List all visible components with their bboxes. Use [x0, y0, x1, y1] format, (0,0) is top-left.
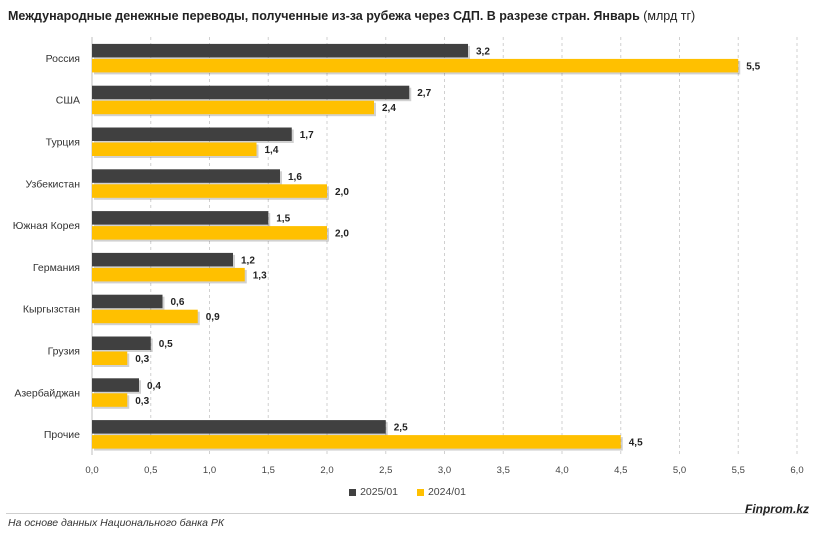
chart-title: Международные денежные переводы, получен…	[8, 9, 695, 23]
bar-2025	[92, 378, 139, 392]
data-label: 2,0	[335, 229, 349, 240]
x-tick-label: 0,0	[85, 465, 98, 476]
data-label: 0,6	[171, 297, 185, 308]
data-label: 4,5	[629, 438, 643, 449]
bar-2025	[92, 252, 233, 267]
data-label: 1,5	[276, 214, 290, 225]
x-tick-label: 4,5	[614, 465, 627, 476]
category-label: Россия	[46, 53, 80, 65]
data-label: 0,9	[206, 312, 220, 323]
bar-2024	[92, 100, 374, 115]
bars-group: 3,2 5,5 2,7 2,4 1,7 1,4 1,6 2,0 1,5 2,0 1,2 1,3 0,6 0…	[92, 43, 761, 451]
legend-item-2025: 2025/01	[349, 486, 398, 498]
category-label: Грузия	[48, 346, 80, 358]
category-label: Узбекистан	[25, 178, 80, 190]
bar-2024	[92, 393, 128, 407]
data-label: 2,0	[335, 187, 349, 198]
category-label: Турция	[46, 137, 80, 149]
x-tick-label: 3,0	[438, 465, 451, 476]
data-label: 0,4	[147, 381, 161, 392]
x-axis: 0,0 0,5 1,0 1,5 2,0 2,5 3,0 3,5 4,0 4,5 5,0 5,5 6,0	[85, 465, 803, 476]
chart-title-unit: (млрд тг)	[643, 9, 696, 23]
x-tick-label: 1,5	[262, 465, 275, 476]
category-label: США	[56, 95, 80, 107]
category-label: Прочие	[44, 429, 80, 441]
bar-2025	[92, 294, 163, 309]
category-label: Южная Корея	[13, 220, 80, 232]
data-label: 0,3	[135, 396, 149, 407]
data-label: 1,6	[288, 172, 302, 183]
data-label: 1,7	[300, 130, 314, 141]
bar-2025	[92, 211, 269, 225]
bar-2025	[92, 169, 280, 183]
legend-swatch-2024	[416, 488, 424, 496]
x-tick-label: 2,0	[320, 465, 333, 476]
data-label: 0,5	[159, 339, 173, 350]
source-note: На основе данных Национального банка РК	[8, 517, 225, 529]
bar-2024	[92, 184, 327, 198]
bar-2025	[92, 336, 151, 350]
bar-2025	[92, 127, 292, 141]
x-tick-label: 5,5	[732, 465, 745, 476]
legend-label-2024: 2024/01	[427, 486, 466, 498]
x-tick-label: 6,0	[790, 465, 803, 476]
x-tick-label: 3,5	[497, 465, 510, 476]
data-label: 1,4	[265, 145, 279, 156]
data-label: 5,5	[746, 61, 760, 72]
legend: 2025/01 2024/01	[0, 486, 815, 498]
legend-label-2025: 2025/01	[360, 486, 399, 498]
data-label: 2,5	[394, 423, 408, 434]
legend-swatch-2025	[349, 488, 357, 496]
data-label: 2,7	[417, 88, 431, 99]
x-tick-label: 4,0	[555, 465, 568, 476]
footer-divider	[6, 513, 809, 514]
bar-2024	[92, 267, 245, 282]
x-tick-label: 5,0	[673, 465, 686, 476]
data-label: 2,4	[382, 103, 396, 114]
bar-2025	[92, 85, 410, 100]
bar-2024	[92, 142, 257, 156]
bar-chart: 3,2 5,5 2,7 2,4 1,7 1,4 1,6 2,0 1,5 2,0 1,2 1,3 0,6 0…	[13, 37, 804, 476]
category-label: Азербайджан	[14, 387, 80, 399]
bar-2025	[92, 43, 468, 58]
bar-2025	[92, 420, 386, 434]
data-label: 0,3	[135, 354, 149, 365]
legend-item-2024: 2024/01	[416, 486, 466, 498]
data-label: 1,2	[241, 255, 255, 266]
category-label: Германия	[33, 262, 80, 274]
data-label: 1,3	[253, 270, 267, 281]
x-tick-label: 0,5	[144, 465, 157, 476]
x-tick-label: 1,0	[203, 465, 216, 476]
data-label: 3,2	[476, 46, 490, 57]
category-labels: Россия США Турция Узбекистан Южная Корея Герм…	[13, 53, 80, 441]
bar-2024	[92, 226, 327, 240]
bar-2024	[92, 309, 198, 324]
bar-2024	[92, 435, 621, 449]
chart-title-text: Международные денежные переводы, получен…	[8, 9, 640, 23]
brand-logo-text: Finprom.kz	[744, 502, 809, 516]
x-tick-label: 2,5	[379, 465, 392, 476]
bar-2024	[92, 58, 739, 73]
bar-2024	[92, 351, 128, 365]
category-label: Кыргызстан	[23, 304, 80, 316]
